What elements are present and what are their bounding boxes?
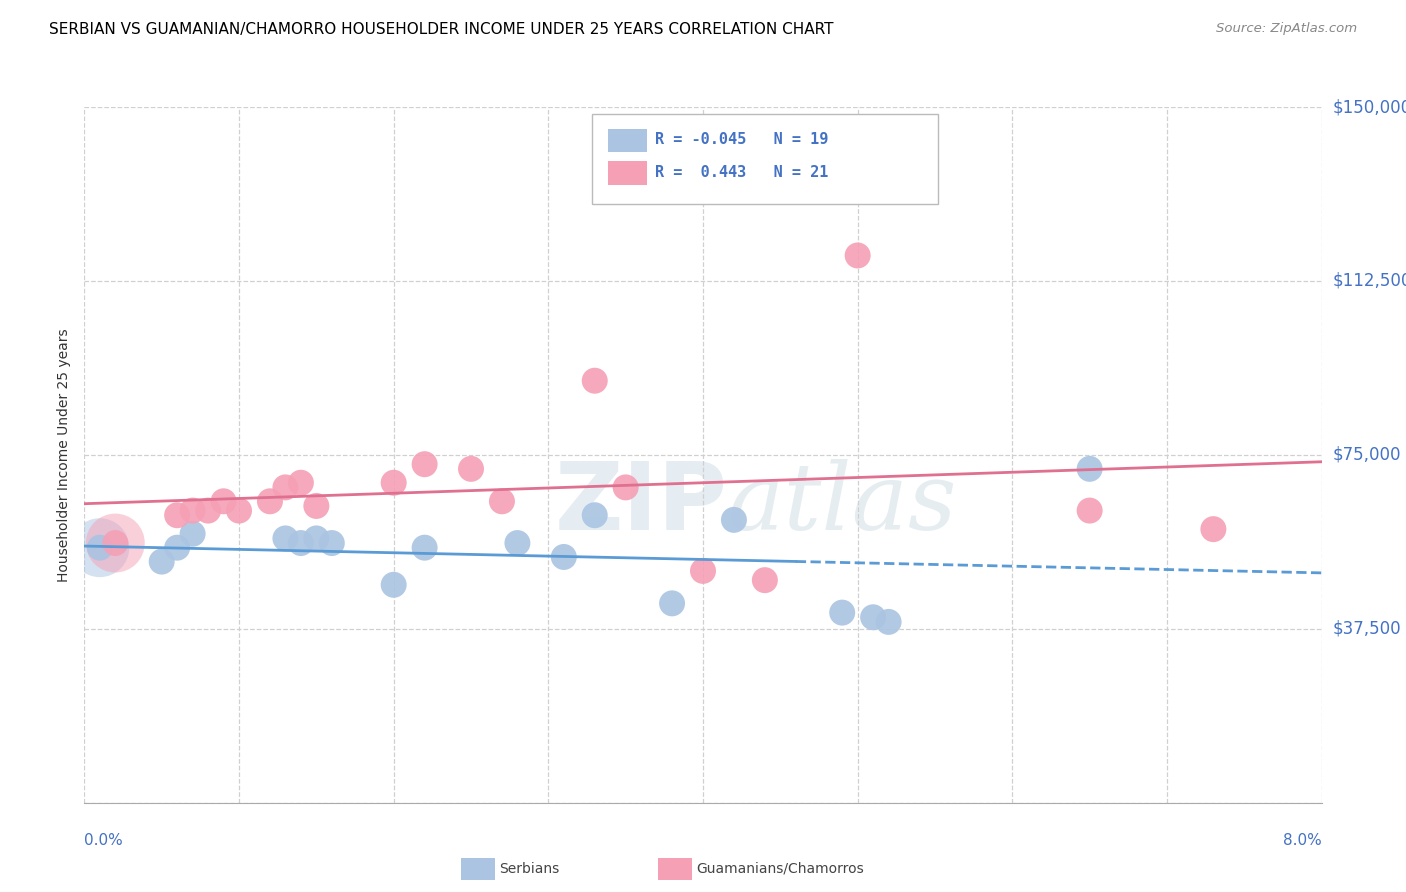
Point — [181, 503, 204, 517]
Point — [506, 536, 529, 550]
Point — [321, 536, 343, 550]
FancyBboxPatch shape — [592, 114, 938, 204]
Point — [212, 494, 235, 508]
Text: 0.0%: 0.0% — [84, 833, 124, 848]
Text: $150,000: $150,000 — [1333, 98, 1406, 116]
Text: Guamanians/Chamorros: Guamanians/Chamorros — [696, 862, 863, 876]
Point — [305, 532, 328, 546]
Point — [197, 503, 219, 517]
Point — [413, 457, 436, 471]
Text: Serbians: Serbians — [499, 862, 560, 876]
Point — [181, 526, 204, 541]
Text: R = -0.045   N = 19: R = -0.045 N = 19 — [655, 132, 828, 147]
Text: $37,500: $37,500 — [1333, 620, 1402, 638]
Point — [491, 494, 513, 508]
Text: $112,500: $112,500 — [1333, 272, 1406, 290]
Y-axis label: Householder Income Under 25 years: Householder Income Under 25 years — [58, 328, 72, 582]
Point — [382, 578, 405, 592]
Point — [104, 536, 127, 550]
Point — [228, 503, 250, 517]
Point — [846, 248, 869, 262]
Text: SERBIAN VS GUAMANIAN/CHAMORRO HOUSEHOLDER INCOME UNDER 25 YEARS CORRELATION CHAR: SERBIAN VS GUAMANIAN/CHAMORRO HOUSEHOLDE… — [49, 22, 834, 37]
Point — [290, 536, 312, 550]
Point — [413, 541, 436, 555]
Point — [877, 615, 900, 629]
Point — [274, 532, 297, 546]
Point — [460, 462, 482, 476]
Point — [382, 475, 405, 490]
Point — [89, 541, 111, 555]
Point — [754, 573, 776, 587]
Point — [305, 499, 328, 513]
Point — [104, 536, 127, 550]
Text: $75,000: $75,000 — [1333, 446, 1402, 464]
Point — [583, 508, 606, 523]
Point — [150, 555, 173, 569]
Point — [274, 480, 297, 494]
Point — [723, 513, 745, 527]
Point — [166, 541, 188, 555]
Point — [661, 596, 683, 610]
Text: atlas: atlas — [728, 458, 957, 549]
Point — [831, 606, 853, 620]
Point — [862, 610, 884, 624]
Point — [1202, 522, 1225, 536]
Point — [553, 549, 575, 564]
Text: ZIP: ZIP — [555, 458, 728, 549]
FancyBboxPatch shape — [607, 161, 647, 185]
Text: R =  0.443   N = 21: R = 0.443 N = 21 — [655, 165, 828, 180]
Point — [166, 508, 188, 523]
Point — [1078, 462, 1101, 476]
Point — [583, 374, 606, 388]
Point — [290, 475, 312, 490]
Point — [692, 564, 714, 578]
Text: Source: ZipAtlas.com: Source: ZipAtlas.com — [1216, 22, 1357, 36]
Point — [89, 541, 111, 555]
Point — [1078, 503, 1101, 517]
Text: 8.0%: 8.0% — [1282, 833, 1322, 848]
Point — [259, 494, 281, 508]
FancyBboxPatch shape — [607, 128, 647, 153]
Point — [614, 480, 637, 494]
